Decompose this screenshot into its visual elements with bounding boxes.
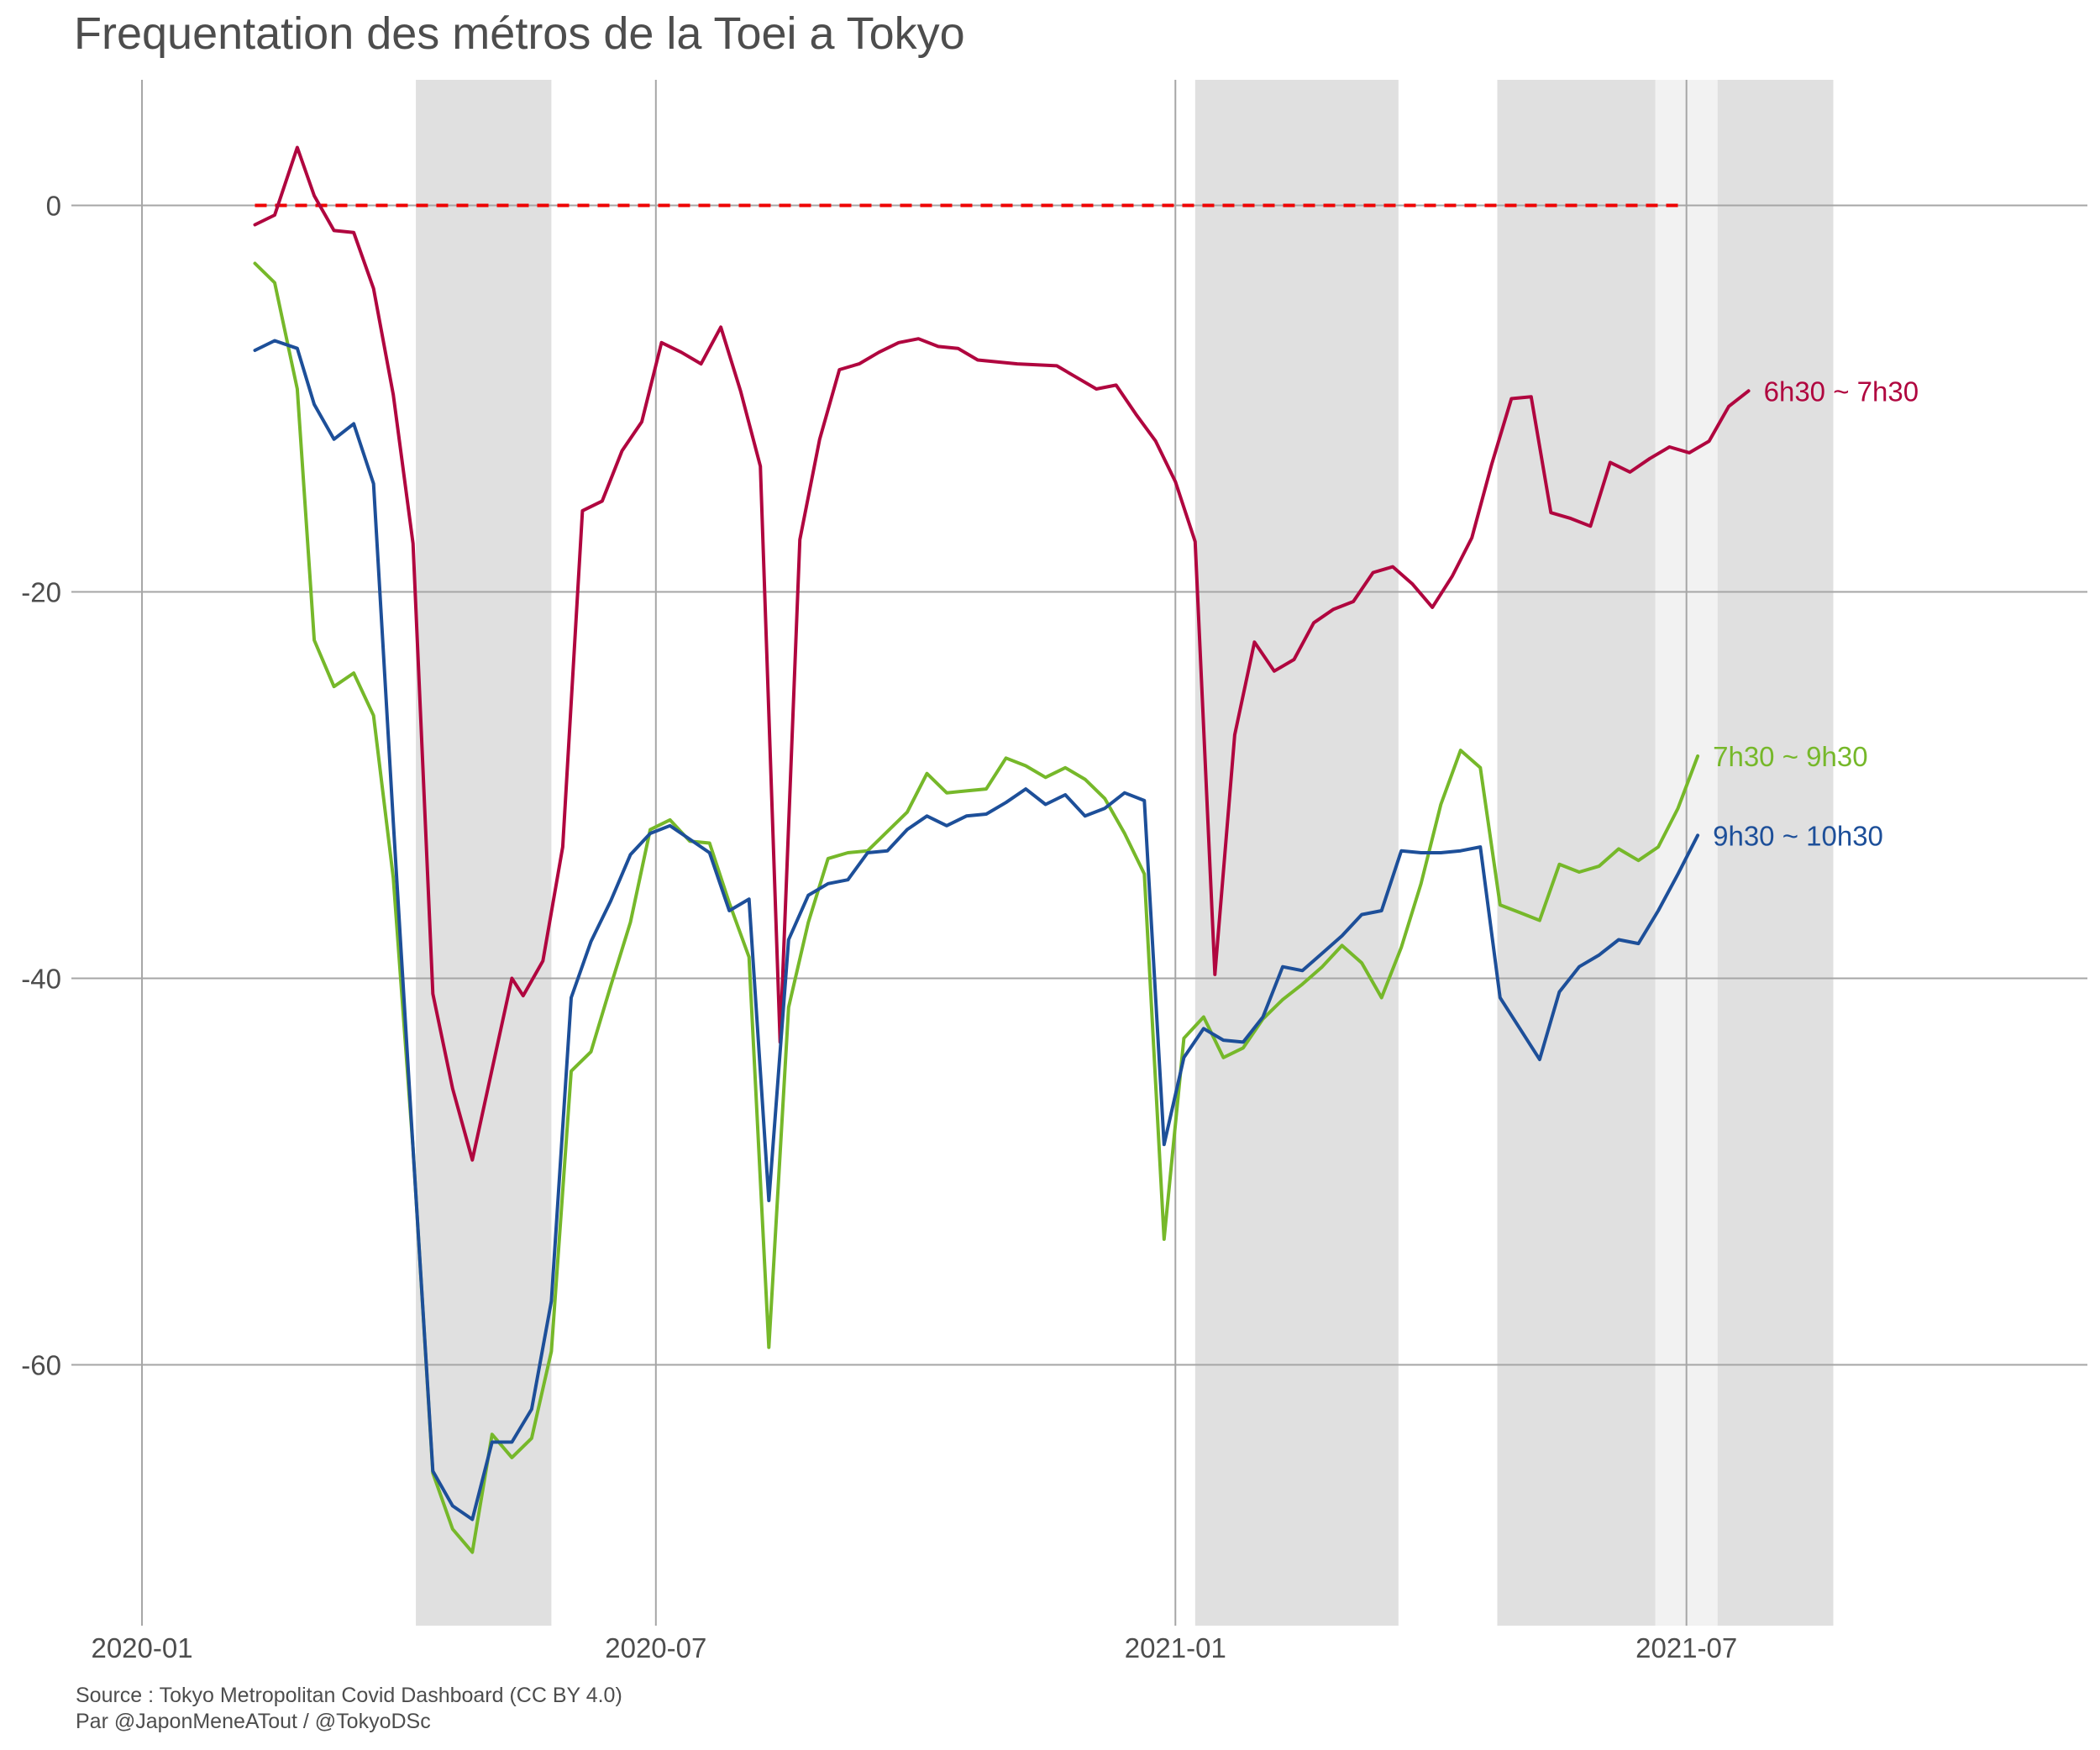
caption-author: Par @JaponMeneATout / @TokyoDSc xyxy=(76,1710,431,1733)
shaded-period-0 xyxy=(416,80,552,1626)
shaded-period-2 xyxy=(1497,80,1656,1626)
series-label-0: 6h30 ~ 7h30 xyxy=(1764,376,1919,407)
series-label-1: 7h30 ~ 9h30 xyxy=(1713,741,1867,772)
series-line-0 xyxy=(253,145,1751,1162)
shaded-period-4 xyxy=(1717,80,1834,1626)
x-tick-label: 2020-01 xyxy=(91,1632,192,1663)
y-tick-label: -20 xyxy=(21,577,61,608)
series-line-2 xyxy=(253,339,1700,1521)
series-label-2: 9h30 ~ 10h30 xyxy=(1713,820,1883,851)
x-tick-label: 2020-07 xyxy=(605,1632,706,1663)
y-tick-label: 0 xyxy=(46,191,61,222)
series-line-1 xyxy=(253,261,1700,1554)
x-tick-label: 2021-01 xyxy=(1125,1632,1226,1663)
y-tick-label: -40 xyxy=(21,964,61,995)
shaded-period-1 xyxy=(1194,80,1399,1626)
x-tick-label: 2021-07 xyxy=(1635,1632,1737,1663)
chart-title: Frequentation des métros de la Toei a To… xyxy=(74,8,965,59)
y-tick-label: -60 xyxy=(21,1350,61,1381)
caption-source: Source : Tokyo Metropolitan Covid Dashbo… xyxy=(76,1684,622,1707)
